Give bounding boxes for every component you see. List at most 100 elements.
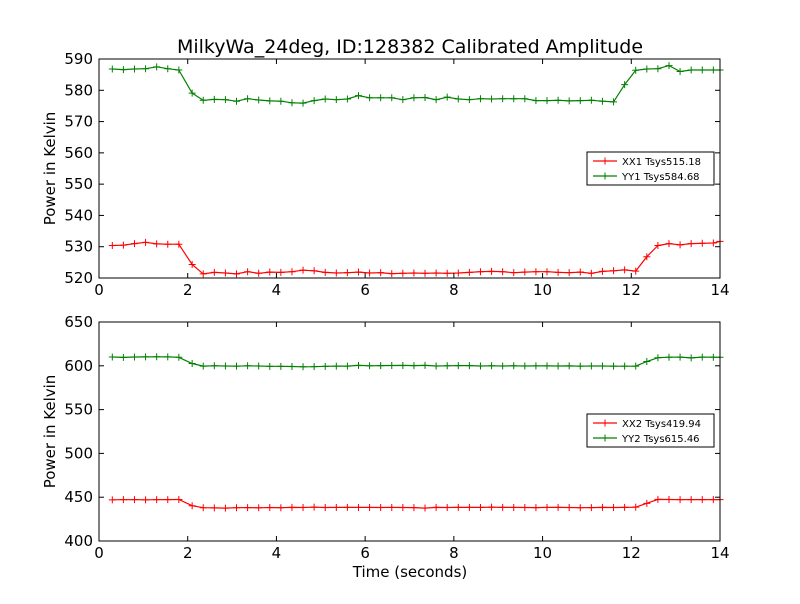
data-point-marker [454, 503, 462, 511]
y-tick-label: 520 [64, 269, 93, 287]
data-point-marker [565, 269, 573, 277]
data-point-marker [277, 97, 285, 105]
data-point-marker [277, 268, 285, 276]
data-point-marker [244, 95, 252, 103]
data-point-marker [543, 503, 551, 511]
data-point-marker [698, 353, 706, 361]
data-point-marker [432, 96, 440, 104]
data-point-marker [621, 503, 629, 511]
data-point-marker [632, 66, 640, 74]
y-tick-label: 400 [64, 532, 93, 550]
data-point-marker [709, 66, 717, 74]
y-tick-label: 550 [64, 401, 93, 419]
legend-label: YY1 Tsys584.68 [621, 172, 700, 183]
data-point-marker [175, 66, 183, 74]
data-point-marker [521, 268, 529, 276]
data-point-marker [676, 496, 684, 504]
data-point-marker [288, 503, 296, 511]
data-point-marker [510, 269, 518, 277]
data-point-marker [676, 68, 684, 76]
data-point-marker [399, 269, 407, 277]
data-point-marker [164, 496, 172, 504]
data-point-marker [377, 94, 385, 102]
data-point-marker [233, 97, 241, 105]
data-point-marker [188, 89, 196, 97]
data-point-marker [321, 362, 329, 370]
data-point-marker [687, 496, 695, 504]
data-point-marker [687, 354, 695, 362]
axes-frame-bottom [98, 321, 721, 542]
data-point-marker [421, 361, 429, 369]
data-point-marker [476, 362, 484, 370]
data-point-marker [488, 95, 496, 103]
x-tick-label: 12 [622, 544, 641, 562]
data-point-marker [366, 362, 374, 370]
data-point-marker [366, 503, 374, 511]
data-point-marker [554, 96, 562, 104]
data-point-marker [210, 504, 218, 512]
data-point-marker [266, 268, 274, 276]
x-tick-label: 0 [94, 281, 104, 299]
data-point-marker [610, 267, 618, 275]
xlabel: Time (seconds) [352, 563, 468, 581]
data-point-marker [687, 66, 695, 74]
data-point-marker [532, 504, 540, 512]
data-point-marker [221, 504, 229, 512]
data-point-marker [153, 240, 161, 248]
x-tick-label: 14 [710, 544, 729, 562]
data-point-marker [119, 241, 127, 249]
data-point-marker [354, 503, 362, 511]
data-point-marker [610, 504, 618, 512]
data-point-marker [175, 353, 183, 361]
data-point-marker [332, 503, 340, 511]
x-tick-label: 0 [94, 544, 104, 562]
data-point-marker [130, 353, 138, 361]
data-point-marker [665, 495, 673, 503]
data-point-marker [476, 503, 484, 511]
x-tick-label: 14 [710, 281, 729, 299]
data-point-marker [388, 270, 396, 278]
data-point-marker [532, 268, 540, 276]
data-point-marker [164, 240, 172, 248]
data-point-marker [354, 268, 362, 276]
data-point-marker [266, 97, 274, 105]
legend-swatch-marker [601, 157, 609, 165]
data-point-marker [632, 362, 640, 370]
data-point-marker [643, 253, 651, 261]
data-point-marker [587, 362, 595, 370]
data-point-marker [164, 65, 172, 73]
x-tick-label: 10 [533, 281, 552, 299]
data-point-marker [210, 268, 218, 276]
data-point-marker [421, 504, 429, 512]
y-tick-label: 550 [64, 175, 93, 193]
data-point-marker [476, 95, 484, 103]
legend-swatch-marker [601, 434, 609, 442]
legend-top: XX1 Tsys515.18 YY1 Tsys584.68 [586, 151, 715, 186]
data-point-marker [310, 363, 318, 371]
legend-swatch-marker [601, 419, 609, 427]
data-point-marker [454, 95, 462, 103]
data-point-marker [288, 99, 296, 107]
x-tick-label: 6 [360, 544, 370, 562]
data-point-marker [288, 363, 296, 371]
data-point-marker [643, 358, 651, 366]
data-point-marker [410, 362, 418, 370]
data-point-marker [576, 268, 584, 276]
series-layer-top [108, 62, 724, 278]
y-tick-label: 450 [64, 488, 93, 506]
x-tick-label: 10 [533, 544, 552, 562]
data-point-marker [576, 97, 584, 105]
data-point-marker [244, 504, 252, 512]
y-tick-label: 500 [64, 444, 93, 462]
data-point-marker [310, 267, 318, 275]
data-point-marker [388, 503, 396, 511]
data-point-marker [244, 268, 252, 276]
legend-box [586, 413, 715, 448]
data-point-marker [153, 353, 161, 361]
data-point-marker [443, 504, 451, 512]
data-point-marker [532, 362, 540, 370]
data-point-marker [332, 362, 340, 370]
y-tick-label: 560 [64, 144, 93, 162]
data-point-marker [465, 503, 473, 511]
plot-panel-bottom: 0 2 4 6 8 10 12 14 400 450 500 550 600 650 Power in K… [41, 313, 730, 581]
